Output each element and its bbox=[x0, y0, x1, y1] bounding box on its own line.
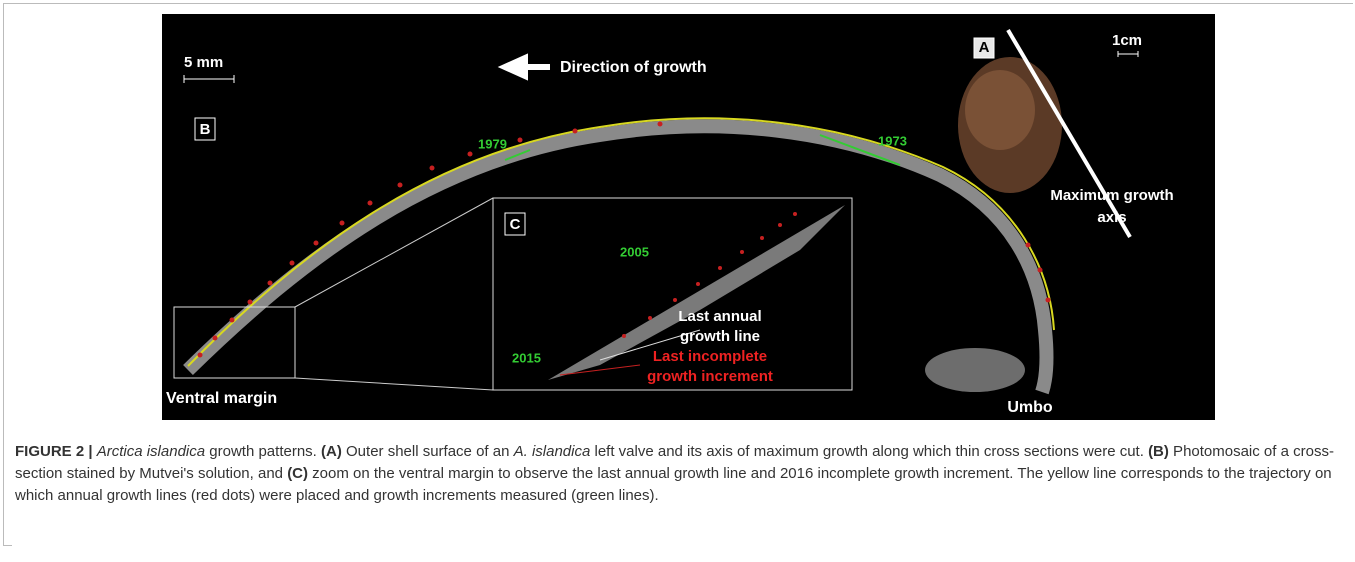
umbo-region bbox=[925, 348, 1025, 392]
inset-dots bbox=[622, 212, 797, 338]
caption-species: Arctica islandica bbox=[96, 443, 206, 460]
zoom-box bbox=[173, 306, 296, 379]
year-label: 2005 bbox=[620, 244, 649, 259]
incomplete-label: growth increment bbox=[647, 368, 773, 385]
direction-text: Direction of growth bbox=[560, 59, 707, 76]
axis-label: axis bbox=[1097, 209, 1126, 226]
frame bbox=[3, 3, 1353, 546]
caption-text: left valve and its axis of maximum growt… bbox=[590, 443, 1149, 460]
caption-text: zoom on the ventral margin to observe th… bbox=[15, 465, 1332, 504]
growth-dots bbox=[197, 121, 1051, 358]
label-box-b bbox=[194, 117, 216, 141]
year-label: 1979 bbox=[478, 136, 507, 151]
increment-lines bbox=[504, 134, 901, 166]
scale-text: 5 mm bbox=[184, 54, 223, 71]
trajectory-line bbox=[187, 117, 1055, 367]
annual-pointer bbox=[599, 329, 701, 361]
inset bbox=[492, 197, 853, 391]
axis-line bbox=[1006, 28, 1132, 239]
caption-panel: (B) bbox=[1148, 443, 1169, 460]
incomplete-label: Last incomplete bbox=[653, 348, 767, 365]
clam-highlight bbox=[965, 70, 1035, 150]
caption: FIGURE 2 | Arctica islandica growth patt… bbox=[15, 441, 1335, 507]
panel-label: C bbox=[510, 216, 521, 233]
scale-bar bbox=[183, 75, 235, 83]
panel-label: B bbox=[200, 121, 211, 138]
scale-bar bbox=[1117, 51, 1139, 57]
direction-arrow bbox=[497, 53, 550, 81]
caption-text: growth patterns. bbox=[205, 443, 322, 460]
annual-label: growth line bbox=[680, 328, 760, 345]
axis-label: Maximum growth bbox=[1050, 187, 1173, 204]
panel-label: A bbox=[979, 39, 990, 56]
caption-text: Outer shell surface of an bbox=[341, 443, 514, 460]
caption-species: A. islandica bbox=[513, 443, 591, 460]
incomplete-pointer bbox=[559, 364, 641, 376]
caption-text: Photomosaic of a cross-section stained b… bbox=[15, 443, 1334, 482]
year-label: 1973 bbox=[878, 133, 907, 148]
umbo-label: Umbo bbox=[1007, 399, 1053, 416]
caption-panel: (A) bbox=[321, 443, 342, 460]
label-box-c bbox=[504, 212, 526, 236]
zoom-lines bbox=[294, 197, 494, 391]
figure: 5 mm 1cm Direction of growth A B C 1979 … bbox=[162, 14, 1215, 420]
year-label: 2015 bbox=[512, 350, 541, 365]
label-box-a bbox=[973, 37, 995, 59]
ventral-label: Ventral margin bbox=[166, 390, 277, 407]
scale-text: 1cm bbox=[1112, 32, 1142, 49]
caption-label: FIGURE 2 | bbox=[15, 443, 93, 460]
annual-label: Last annual bbox=[678, 308, 761, 325]
caption-panel: (C) bbox=[287, 465, 309, 482]
shell-section bbox=[183, 119, 1054, 395]
